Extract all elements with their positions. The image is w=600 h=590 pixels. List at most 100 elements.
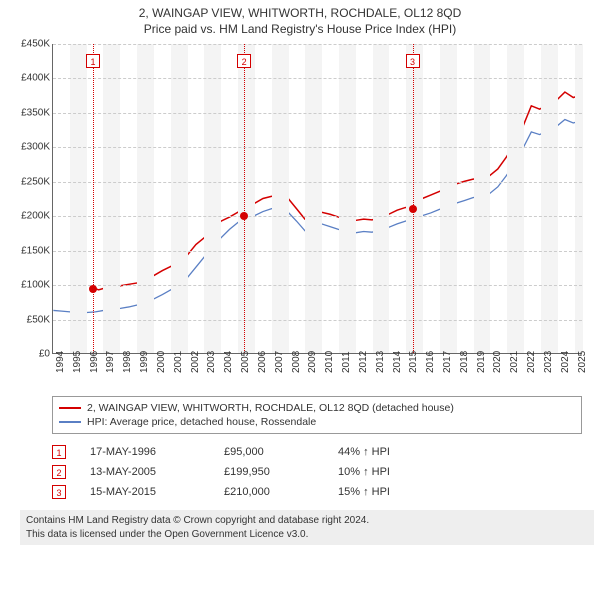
x-axis-label: 2011 <box>341 351 352 373</box>
x-axis-label: 2023 <box>543 351 554 373</box>
bg-band <box>103 44 120 353</box>
x-axis-label: 2016 <box>425 351 436 373</box>
events-table: 1 17-MAY-1996 £95,000 44% ↑ HPI 2 13-MAY-2005… <box>52 442 582 502</box>
event-pct: 44% ↑ HPI <box>338 446 438 458</box>
y-axis-label: £150K <box>12 245 50 256</box>
bg-band <box>238 44 255 353</box>
x-axis-label: 2022 <box>526 351 537 373</box>
bg-band <box>70 44 87 353</box>
y-axis-label: £250K <box>12 176 50 187</box>
marker-dot <box>89 285 97 293</box>
bg-band <box>272 44 289 353</box>
footer-line2: This data is licensed under the Open Gov… <box>26 528 588 542</box>
marker-number-box: 2 <box>237 54 251 68</box>
x-axis-label: 2019 <box>476 351 487 373</box>
chart-area: 1 2 3 £0 £50K £100K £150K £200K £250K £300K £350K… <box>10 40 590 390</box>
x-axis-label: 1995 <box>72 351 83 373</box>
legend-item: HPI: Average price, detached house, Ross… <box>59 415 575 429</box>
x-axis-label: 2004 <box>223 351 234 373</box>
x-axis-label: 2017 <box>442 351 453 373</box>
y-axis-label: £0 <box>12 349 50 360</box>
legend-item: 2, WAINGAP VIEW, WHITWORTH, ROCHDALE, OL… <box>59 401 575 415</box>
x-axis-label: 2000 <box>156 351 167 373</box>
gridline <box>53 147 582 148</box>
event-number-box: 1 <box>52 445 66 459</box>
marker-dot <box>240 212 248 220</box>
x-axis-label: 2003 <box>206 351 217 373</box>
event-price: £210,000 <box>224 486 314 498</box>
y-axis-label: £350K <box>12 107 50 118</box>
x-axis-label: 1996 <box>89 351 100 373</box>
title-subtitle: Price paid vs. HM Land Registry's House … <box>10 22 590 36</box>
x-axis-label: 1994 <box>55 351 66 373</box>
bg-band <box>474 44 491 353</box>
bg-band <box>204 44 221 353</box>
footer: Contains HM Land Registry data © Crown c… <box>20 510 594 545</box>
legend-swatch <box>59 407 81 409</box>
y-axis-label: £400K <box>12 73 50 84</box>
bg-band <box>406 44 423 353</box>
title-block: 2, WAINGAP VIEW, WHITWORTH, ROCHDALE, OL… <box>10 6 590 36</box>
marker-line <box>93 44 94 353</box>
legend-label: 2, WAINGAP VIEW, WHITWORTH, ROCHDALE, OL… <box>87 402 454 414</box>
event-pct: 15% ↑ HPI <box>338 486 438 498</box>
bg-band <box>373 44 390 353</box>
x-axis-label: 2018 <box>459 351 470 373</box>
event-date: 15-MAY-2015 <box>90 486 200 498</box>
x-axis-label: 2015 <box>408 351 419 373</box>
bg-band <box>507 44 524 353</box>
x-axis-label: 2006 <box>257 351 268 373</box>
event-date: 17-MAY-1996 <box>90 446 200 458</box>
x-axis-label: 2020 <box>492 351 503 373</box>
event-date: 13-MAY-2005 <box>90 466 200 478</box>
marker-line <box>244 44 245 353</box>
event-price: £199,950 <box>224 466 314 478</box>
gridline <box>53 216 582 217</box>
gridline <box>53 182 582 183</box>
legend: 2, WAINGAP VIEW, WHITWORTH, ROCHDALE, OL… <box>52 396 582 434</box>
gridline <box>53 285 582 286</box>
event-row: 1 17-MAY-1996 £95,000 44% ↑ HPI <box>52 442 582 462</box>
gridline <box>53 113 582 114</box>
legend-label: HPI: Average price, detached house, Ross… <box>87 416 316 428</box>
bg-band <box>575 44 583 353</box>
x-axis-label: 2021 <box>509 351 520 373</box>
x-axis-label: 2014 <box>392 351 403 373</box>
marker-number-box: 3 <box>406 54 420 68</box>
marker-line <box>413 44 414 353</box>
x-axis-label: 2008 <box>291 351 302 373</box>
event-row: 213-MAY-2005£199,95010% ↑ HPI <box>52 462 582 482</box>
chart-container: 2, WAINGAP VIEW, WHITWORTH, ROCHDALE, OL… <box>0 0 600 551</box>
x-axis-label: 2010 <box>324 351 335 373</box>
y-axis-label: £450K <box>12 39 50 50</box>
y-axis-label: £300K <box>12 142 50 153</box>
gridline <box>53 78 582 79</box>
x-axis-label: 2002 <box>190 351 201 373</box>
marker-dot <box>409 205 417 213</box>
x-axis-label: 2025 <box>577 351 588 373</box>
x-axis-label: 1997 <box>105 351 116 373</box>
x-axis-label: 2001 <box>173 351 184 373</box>
event-row: 3 15-MAY-2015 £210,000 15% ↑ HPI <box>52 482 582 502</box>
marker-number-box: 1 <box>86 54 100 68</box>
footer-line1: Contains HM Land Registry data © Crown c… <box>26 514 588 528</box>
gridline <box>53 251 582 252</box>
gridline <box>53 44 582 45</box>
event-number-box: 2 <box>52 465 66 479</box>
x-axis-label: 1998 <box>122 351 133 373</box>
event-price: £95,000 <box>224 446 314 458</box>
x-axis-label: 2012 <box>358 351 369 373</box>
legend-swatch <box>59 421 81 423</box>
bg-band <box>171 44 188 353</box>
x-axis-label: 2024 <box>560 351 571 373</box>
x-axis-label: 2007 <box>274 351 285 373</box>
plot-region: 1 2 3 <box>52 44 582 354</box>
y-axis-label: £200K <box>12 211 50 222</box>
bg-band <box>339 44 356 353</box>
y-axis-label: £50K <box>12 314 50 325</box>
x-axis-label: 2005 <box>240 351 251 373</box>
event-number-box: 3 <box>52 485 66 499</box>
x-axis-label: 2009 <box>307 351 318 373</box>
bg-band <box>440 44 457 353</box>
y-axis-label: £100K <box>12 280 50 291</box>
